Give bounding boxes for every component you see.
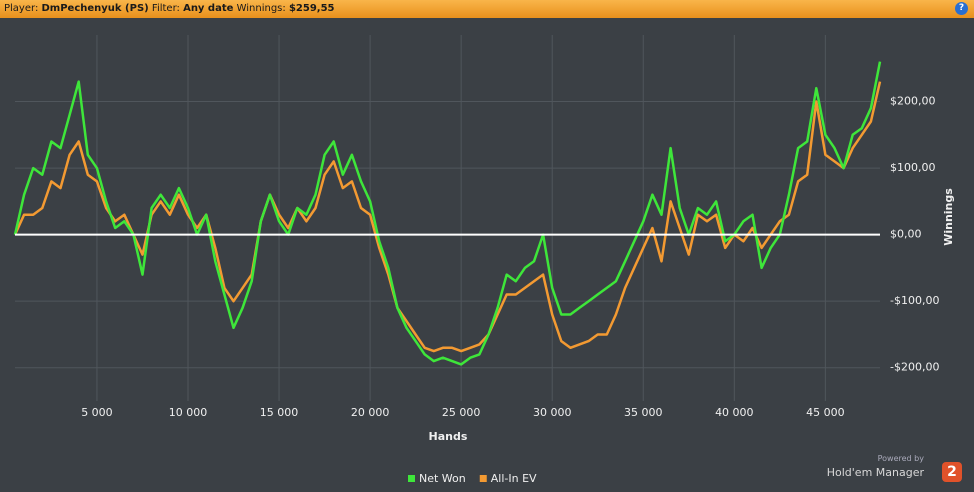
- label: Filter:: [151, 3, 180, 14]
- series-line: [13, 81, 882, 353]
- y-tick-label: $200,00: [890, 95, 936, 108]
- legend-label: All-In EV: [491, 472, 537, 485]
- x-tick-label: 35 000: [624, 406, 663, 419]
- player: DmPechenyuk (PS): [41, 3, 149, 14]
- x-tick-label: 20 000: [351, 406, 390, 419]
- x-tick-label: 25 000: [442, 406, 481, 419]
- logo: 2: [942, 462, 962, 482]
- filter: Any date: [183, 3, 234, 14]
- x-tick-label: 10 000: [169, 406, 208, 419]
- x-tick-label: 5 000: [81, 406, 113, 419]
- header-bar: Player: DmPechenyuk (PS) Filter: Any dat…: [0, 0, 974, 18]
- x-tick-label: 45 000: [806, 406, 845, 419]
- x-tick-label: 15 000: [260, 406, 299, 419]
- label: Winnings:: [236, 3, 286, 14]
- branding: Powered by Hold'em Manager 2: [822, 454, 962, 486]
- y-tick-label: -$100,00: [890, 294, 939, 307]
- chart: Winnings Hands 5 000 10 000 15 000 20 000 25…: [13, 35, 955, 485]
- x-axis-label: Hands: [429, 430, 468, 443]
- product-name: Hold'em Manager: [826, 466, 924, 479]
- y-tick-label: $100,00: [890, 161, 936, 174]
- legend-swatch: [479, 475, 487, 482]
- winnings: $259,55: [288, 3, 335, 14]
- x-tick-label: 40 000: [715, 406, 754, 419]
- label: Player:: [4, 3, 39, 14]
- series-line: [13, 61, 882, 366]
- help-button[interactable]: ?: [955, 2, 968, 15]
- y-tick-label: $0,00: [890, 228, 922, 241]
- x-tick-label: 30 000: [533, 406, 572, 419]
- y-axis-label: Winnings: [942, 188, 955, 246]
- y-tick-label: -$200,00: [890, 361, 939, 374]
- legend-swatch: [408, 475, 415, 482]
- powered-by: Powered by: [877, 454, 924, 463]
- legend-label: Net Won: [419, 472, 466, 485]
